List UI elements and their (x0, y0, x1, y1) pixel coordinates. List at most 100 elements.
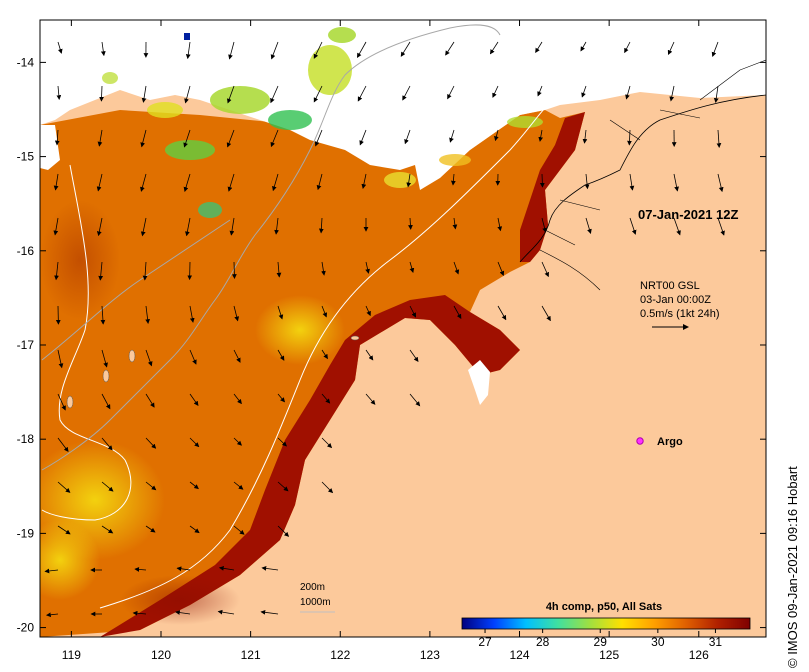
current-arrow (629, 217, 637, 235)
current-arrow (277, 349, 285, 361)
current-arrow (260, 609, 279, 615)
current-arrow (233, 393, 242, 405)
current-arrow (277, 437, 287, 447)
current-arrow (276, 261, 282, 278)
current-arrow (57, 437, 69, 453)
current-arrow (44, 568, 59, 574)
contour-grey (41, 24, 501, 471)
current-arrow (140, 129, 147, 148)
lon-tick-label: 122 (330, 648, 350, 662)
lat-tick-label: -19 (17, 526, 35, 540)
latitude-axis: -14 -15 -16 -17 -18 -19 -20 (17, 55, 766, 635)
current-arrow (145, 305, 150, 324)
current-arrow (667, 41, 675, 56)
current-arrow (141, 85, 147, 103)
lon-tick-label: 121 (241, 648, 261, 662)
current-arrow (321, 261, 326, 276)
current-arrow (145, 393, 155, 408)
current-arrow (132, 610, 147, 616)
current-arrow (277, 393, 286, 403)
lon-tick-label: 123 (420, 648, 440, 662)
current-arrow (274, 217, 279, 235)
current-arrow (145, 481, 157, 491)
current-arrow (716, 129, 722, 148)
current-arrow (361, 173, 367, 189)
current-arrow (581, 85, 587, 98)
current-arrow (449, 129, 455, 143)
argo-marker-icon (636, 437, 644, 445)
current-arrow (321, 305, 328, 318)
current-arrow (233, 305, 240, 322)
current-arrow (409, 393, 421, 407)
current-arrow (134, 567, 147, 572)
cloud-mask-west (40, 125, 60, 170)
current-source: NRT00 GSL (640, 280, 700, 292)
current-legend: NRT00 GSL 03-Jan 00:00Z 0.5m/s (1kt 24h) (640, 280, 719, 330)
current-arrow (497, 261, 505, 276)
current-arrow (318, 217, 324, 234)
current-arrow (189, 349, 197, 365)
bathymetry-contours (41, 24, 549, 609)
current-arrow (314, 129, 323, 147)
current-arrow (53, 173, 59, 191)
current-arrow (497, 305, 507, 321)
lat-tick-label: -15 (17, 150, 35, 164)
current-arrow (365, 349, 374, 361)
current-arrow (447, 85, 455, 100)
current-arrow (406, 173, 412, 188)
current-arrow (402, 85, 411, 101)
current-arrow (321, 481, 334, 494)
current-arrow (627, 129, 632, 146)
current-arrow (189, 393, 199, 406)
current-arrow (717, 217, 725, 236)
current-arrow (184, 85, 191, 104)
colorbar-tick-label: 30 (651, 635, 665, 649)
current-arrow (270, 41, 279, 60)
current-arrow (580, 41, 587, 52)
current-arrow (189, 437, 200, 448)
current-arrow (365, 261, 370, 274)
lon-tick-label: 124 (510, 648, 530, 662)
current-arrow (57, 525, 71, 535)
current-arrow (453, 261, 460, 275)
current-arrow (365, 305, 371, 317)
cloud-mask-north (40, 20, 766, 190)
current-arrow (584, 173, 590, 190)
current-arrow (452, 217, 458, 230)
current-arrow (57, 481, 71, 493)
current-arrow (54, 261, 59, 281)
current-arrow (489, 41, 499, 55)
current-arrow (218, 565, 235, 571)
current-arrow (101, 525, 114, 534)
coastline-rivers (539, 59, 766, 291)
current-arrow (140, 217, 147, 237)
lon-tick-label: 119 (62, 648, 81, 662)
current-arrow (400, 41, 411, 57)
current-arrow (229, 217, 235, 236)
current-arrow (409, 349, 419, 362)
argo-float: Argo (636, 436, 683, 448)
current-arrow (539, 173, 545, 188)
colorbar-ticks: 27 28 29 30 31 (478, 629, 722, 649)
lat-tick-label: -20 (17, 621, 35, 635)
current-arrow (445, 41, 455, 56)
contour-legend-1000m: 1000m (300, 597, 331, 608)
current-arrow (189, 305, 195, 323)
current-arrow (185, 217, 191, 237)
current-arrow (175, 610, 191, 615)
current-arrow (321, 393, 331, 404)
current-arrow (321, 349, 328, 360)
current-arrow (183, 173, 191, 192)
argo-label: Argo (657, 436, 683, 448)
sst-coastal-hot-band (100, 295, 520, 637)
current-arrow (409, 305, 416, 318)
sst-red-patch-2 (120, 575, 240, 625)
contour-legend: 200m 1000m (300, 582, 335, 613)
current-arrow (261, 566, 279, 571)
credit-label: © IMOS 09-Jan-2021 09:16 Hobart (785, 466, 800, 668)
current-arrow (101, 349, 108, 368)
current-arrow (270, 85, 279, 104)
current-arrow (450, 173, 456, 186)
contour-1000m (41, 164, 132, 521)
